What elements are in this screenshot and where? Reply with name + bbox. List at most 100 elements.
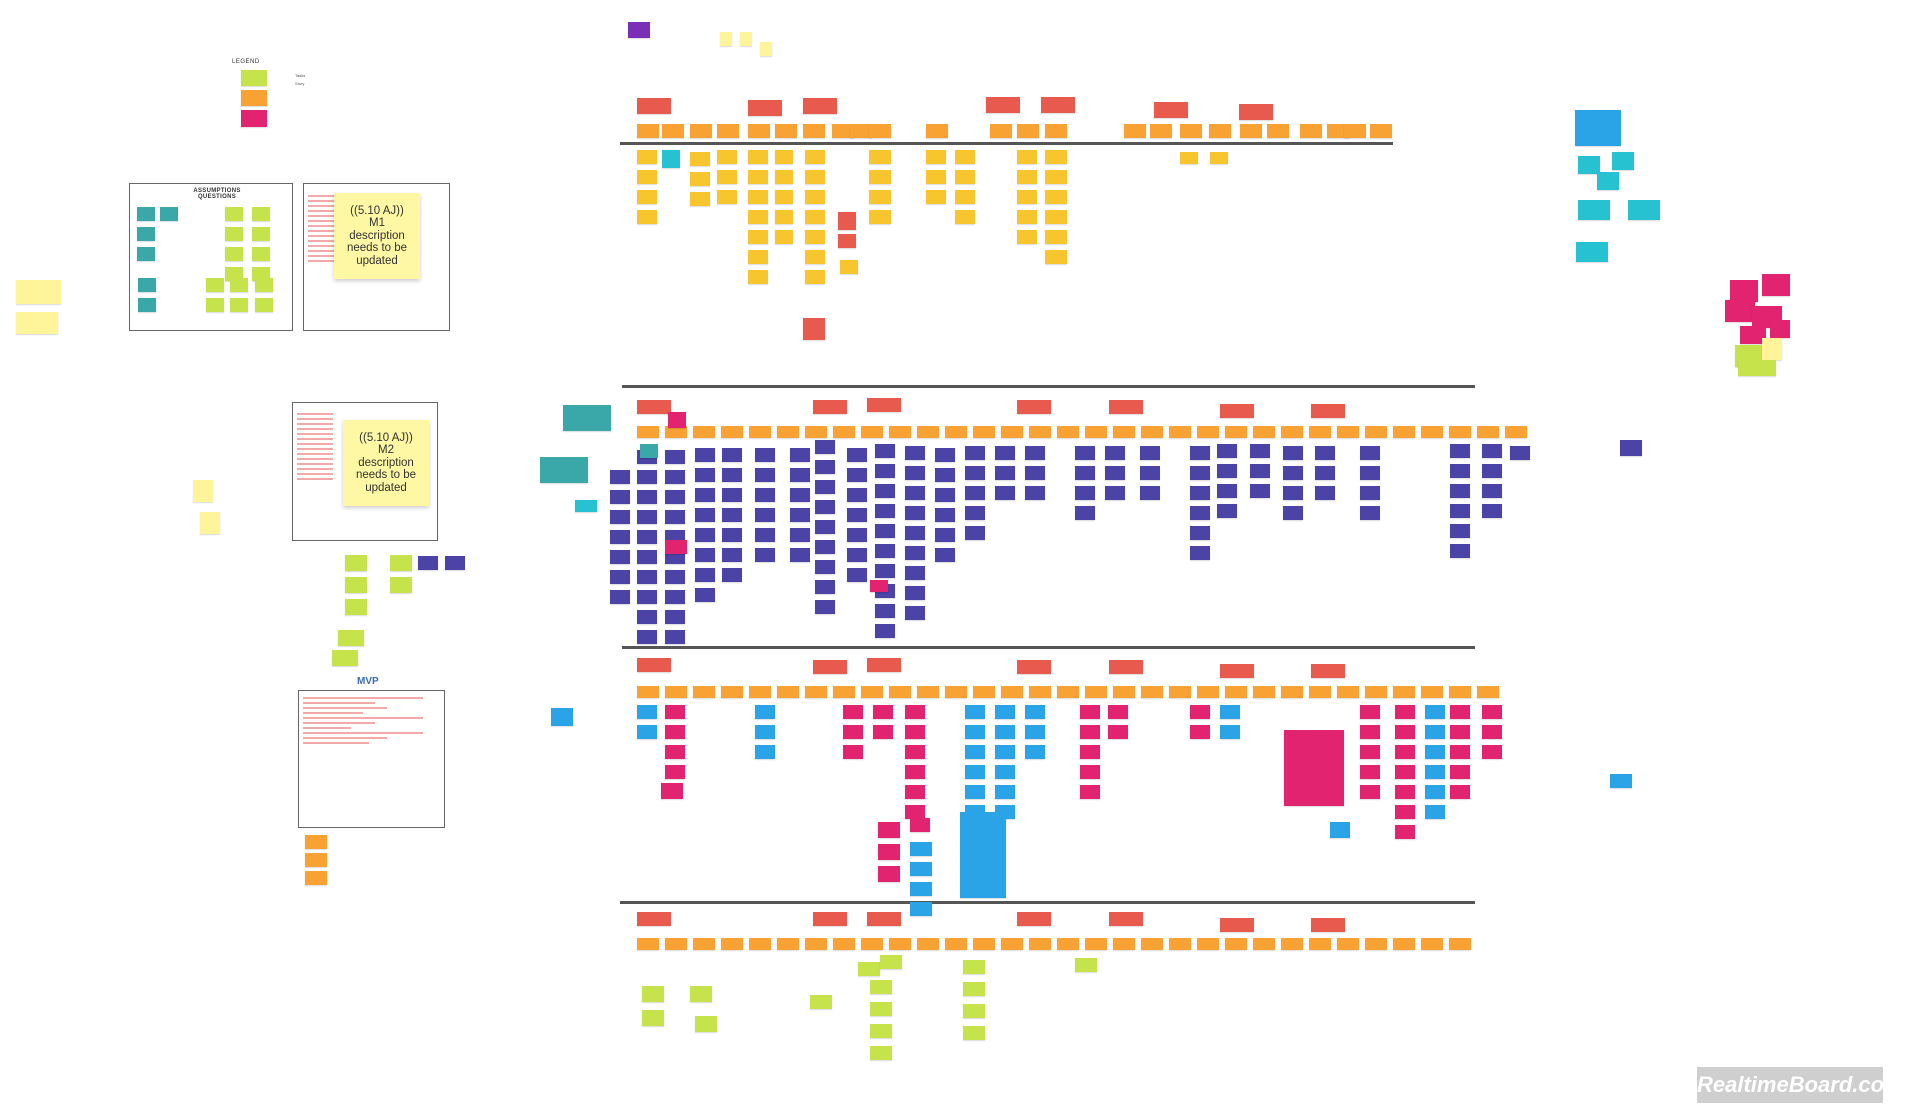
yellow-sticky-note[interactable] [1045,210,1067,224]
indigo-sticky-note[interactable] [1075,446,1095,460]
step-note[interactable] [1085,938,1107,950]
blue-sticky-note[interactable] [637,705,657,719]
step-note[interactable] [1253,686,1275,698]
yellow-sticky-note[interactable] [717,190,737,204]
indigo-sticky-note[interactable] [847,568,867,582]
cyan-sticky-note[interactable] [662,150,680,168]
indigo-sticky-note[interactable] [1250,444,1270,458]
step-note[interactable] [665,938,687,950]
yellow-sticky-note[interactable] [1045,190,1067,204]
indigo-sticky-note[interactable] [1190,466,1210,480]
yellow-sticky-note[interactable] [748,230,768,244]
indigo-sticky-note[interactable] [790,528,810,542]
indigo-sticky-note[interactable] [695,488,715,502]
blue-sticky-note[interactable] [965,765,985,779]
indigo-sticky-note[interactable] [847,468,867,482]
red-sticky-note[interactable] [803,318,825,340]
step-note[interactable] [1225,686,1247,698]
pink-sticky-note[interactable] [1450,785,1470,799]
step-note[interactable] [1505,426,1527,438]
step-note[interactable] [1309,938,1331,950]
indigo-sticky-note[interactable] [905,606,925,620]
indigo-sticky-note[interactable] [935,508,955,522]
cyan-sticky-note[interactable] [1612,152,1634,170]
blue-sticky-note[interactable] [965,745,985,759]
indigo-sticky-note[interactable] [1450,504,1470,518]
step-note[interactable] [1281,426,1303,438]
indigo-sticky-note[interactable] [1105,466,1125,480]
indigo-sticky-note[interactable] [1450,464,1470,478]
pink-sticky-note[interactable] [1395,825,1415,839]
lime-sticky-note[interactable] [338,630,364,646]
m1-sticky-note[interactable]: ((5.10 AJ)) M1 description needs to be u… [334,193,420,279]
pink-sticky-note[interactable] [1360,705,1380,719]
red-sticky-note[interactable] [838,212,856,230]
yellow-sticky-note[interactable] [805,210,825,224]
epic-header-note[interactable] [1154,102,1188,118]
indigo-sticky-note[interactable] [905,586,925,600]
step-note[interactable] [1267,124,1289,138]
step-note[interactable] [1169,938,1191,950]
indigo-sticky-note[interactable] [1075,486,1095,500]
step-note[interactable] [1225,426,1247,438]
step-note[interactable] [1057,426,1079,438]
epic-header-note[interactable] [813,400,847,414]
pink-sticky-note[interactable] [1482,745,1502,759]
pink-sticky-note[interactable] [1395,705,1415,719]
indigo-sticky-note[interactable] [875,624,895,638]
indigo-sticky-note[interactable] [847,488,867,502]
step-note[interactable] [1141,938,1163,950]
blue-sticky-note[interactable] [965,785,985,799]
step-note[interactable] [690,124,712,138]
indigo-sticky-note[interactable] [1360,486,1380,500]
blue-sticky-note[interactable] [995,725,1015,739]
blue-sticky-note[interactable] [1025,725,1045,739]
step-note[interactable] [1057,686,1079,698]
pink-sticky-note[interactable] [1730,280,1758,302]
pink-sticky-note[interactable] [873,705,893,719]
indigo-sticky-note[interactable] [1140,466,1160,480]
indigo-sticky-note[interactable] [815,540,835,554]
step-note[interactable] [1113,426,1135,438]
lime-sticky-note[interactable] [225,267,243,281]
indigo-sticky-note[interactable] [1105,446,1125,460]
step-note[interactable] [1150,124,1172,138]
indigo-sticky-note[interactable] [637,470,657,484]
lime-sticky-note[interactable] [1738,360,1776,376]
indigo-sticky-note[interactable] [665,610,685,624]
yellow-sticky-note[interactable] [637,170,657,184]
blue-sticky-note[interactable] [910,862,932,876]
step-note[interactable] [917,426,939,438]
cyan-sticky-note[interactable] [1628,200,1660,220]
blue-sticky-note[interactable] [965,725,985,739]
step-note[interactable] [1337,686,1359,698]
lime-sticky-note[interactable] [332,650,358,666]
blue-sticky-note[interactable] [1425,785,1445,799]
blue-sticky-note[interactable] [1220,705,1240,719]
yellow-sticky-note[interactable] [717,170,737,184]
indigo-sticky-note[interactable] [815,480,835,494]
indigo-sticky-note[interactable] [995,486,1015,500]
pink-sticky-note[interactable] [1080,725,1100,739]
yellow-sticky-note[interactable] [1017,150,1037,164]
blue-sticky-note[interactable] [995,765,1015,779]
lime-sticky-note[interactable] [255,278,273,292]
step-note[interactable] [869,124,891,138]
yellow-sticky-note[interactable] [1045,250,1067,264]
indigo-sticky-note[interactable] [790,448,810,462]
pink-sticky-note[interactable] [1770,320,1790,338]
indigo-sticky-note[interactable] [1360,446,1380,460]
indigo-sticky-note[interactable] [722,548,742,562]
pink-sticky-note[interactable] [661,783,683,799]
step-note[interactable] [1001,426,1023,438]
indigo-sticky-note[interactable] [695,508,715,522]
blue-sticky-note[interactable] [551,708,573,726]
indigo-sticky-note[interactable] [1315,446,1335,460]
lime-sticky-note[interactable] [206,278,224,292]
lime-sticky-note[interactable] [963,1004,985,1018]
yellow-sticky-note[interactable] [1017,170,1037,184]
step-note[interactable] [749,938,771,950]
teal-sticky-note[interactable] [138,278,156,292]
epic-header-note[interactable] [1017,660,1051,674]
indigo-sticky-note[interactable] [755,448,775,462]
